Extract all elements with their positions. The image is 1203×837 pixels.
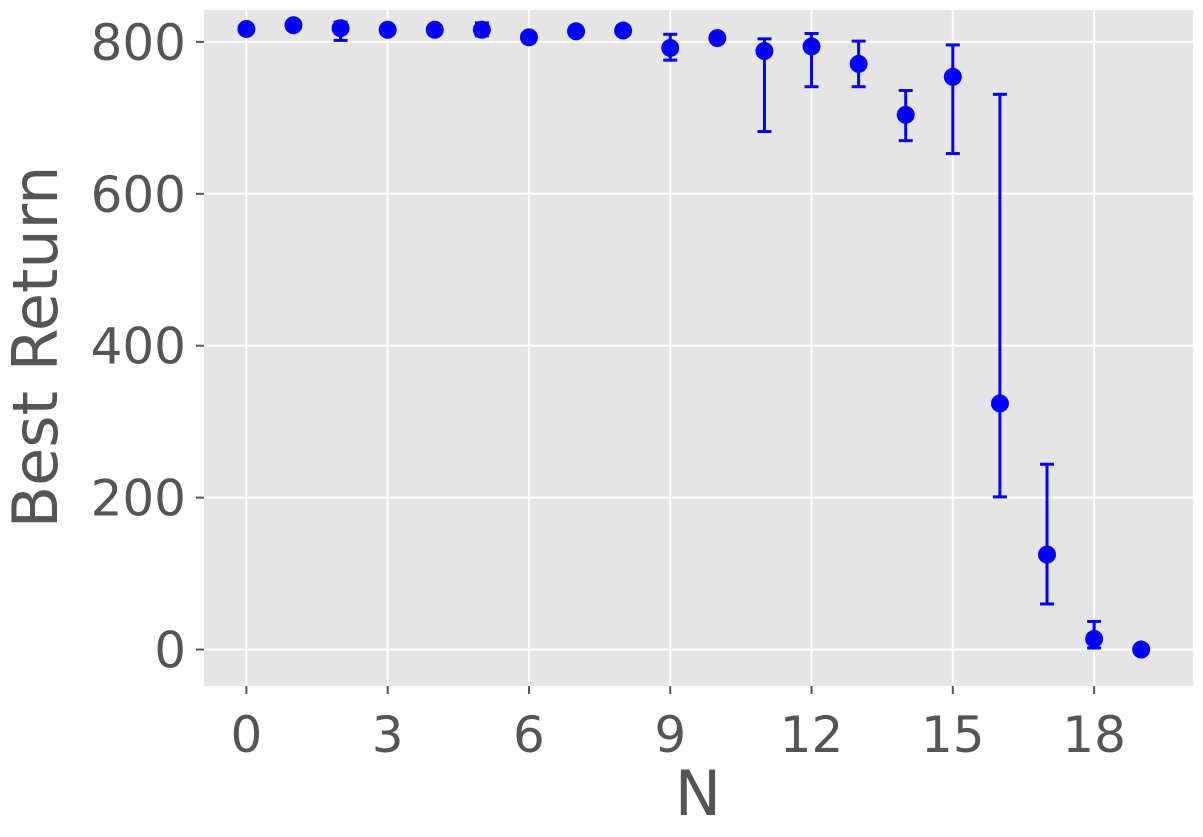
data-point xyxy=(331,19,350,38)
data-point xyxy=(1038,545,1057,564)
data-points xyxy=(237,16,1151,659)
data-point xyxy=(708,29,727,48)
plot-background xyxy=(204,10,1193,686)
data-point xyxy=(472,20,491,39)
y-tick-label: 800 xyxy=(91,14,186,72)
data-point xyxy=(661,38,680,57)
data-point xyxy=(849,54,868,73)
y-tick-label: 400 xyxy=(91,318,186,376)
data-point xyxy=(425,20,444,39)
x-tick-label: 12 xyxy=(780,706,844,764)
data-point xyxy=(802,37,821,56)
axis-ticks: 0 3 6 9 12 15 18 0 200 400 600 800 xyxy=(91,14,1126,764)
data-point xyxy=(519,28,538,47)
x-tick-label: 0 xyxy=(230,706,262,764)
y-tick-label: 0 xyxy=(154,622,186,680)
x-tick-label: 3 xyxy=(372,706,404,764)
y-axis-label: Best Return xyxy=(0,166,72,529)
data-point xyxy=(237,19,256,38)
data-point xyxy=(1132,640,1151,659)
data-point xyxy=(896,105,915,124)
x-axis-label: N xyxy=(675,757,721,830)
y-tick-label: 600 xyxy=(91,166,186,224)
data-point xyxy=(990,394,1009,413)
data-point xyxy=(755,42,774,61)
x-tick-label: 18 xyxy=(1062,706,1126,764)
data-point xyxy=(1085,629,1104,648)
x-tick-label: 15 xyxy=(921,706,985,764)
data-point xyxy=(943,67,962,86)
x-tick-label: 6 xyxy=(513,706,545,764)
data-point xyxy=(614,21,633,40)
data-point xyxy=(284,16,303,35)
x-tick-label: 9 xyxy=(654,706,686,764)
data-point xyxy=(378,20,397,39)
data-point xyxy=(567,22,586,41)
y-tick-label: 200 xyxy=(91,470,186,528)
